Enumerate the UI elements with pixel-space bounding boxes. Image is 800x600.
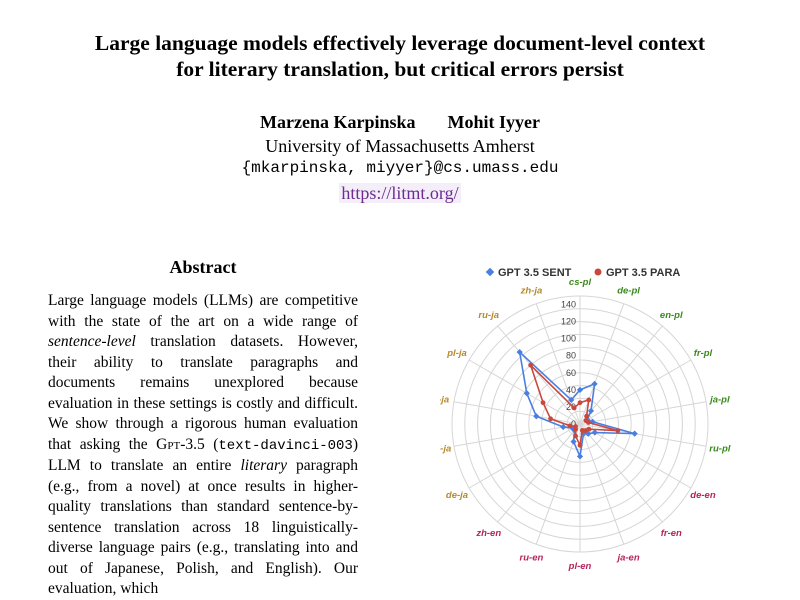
abstract-body: Large language models (LLMs) are competi… <box>48 291 358 600</box>
paper-title: Large language models effectively levera… <box>40 30 760 82</box>
grid-spoke <box>579 303 625 425</box>
abstract-text-1: Large language models (LLMs) are competi… <box>48 292 358 330</box>
abstract-gpt: Gpt <box>156 435 181 453</box>
grid-spoke <box>579 423 663 523</box>
abstract-heading: Abstract <box>169 257 237 277</box>
grid-spoke <box>579 359 692 425</box>
category-label: en-ja <box>440 444 451 455</box>
data-point <box>591 429 598 436</box>
project-url-link[interactable]: https://litmt.org/ <box>339 183 461 203</box>
data-point <box>516 348 523 356</box>
abstract-model-name: text-davinci-003 <box>218 437 353 454</box>
category-label: ja-en <box>615 552 639 563</box>
grid-spoke <box>497 423 581 523</box>
author-iyyer: Mohit Iyyer <box>447 112 540 132</box>
data-point <box>573 433 579 439</box>
data-point <box>587 407 595 415</box>
grid-spoke <box>579 423 692 489</box>
legend-marker <box>594 268 602 276</box>
data-point <box>584 413 589 419</box>
category-label: fr-pl <box>694 348 713 359</box>
category-label: pl-ja <box>446 348 467 359</box>
data-point <box>579 428 585 433</box>
data-point <box>576 453 584 460</box>
radial-tick-label: 0 <box>571 419 576 429</box>
grid-spoke <box>579 325 663 425</box>
data-point <box>577 442 583 448</box>
category-label: ru-ja <box>478 310 499 321</box>
data-point <box>586 397 592 403</box>
grid-spoke <box>468 423 581 489</box>
data-point <box>571 405 577 411</box>
grid-spoke <box>579 401 707 425</box>
category-label: zh-en <box>475 528 501 539</box>
category-label: de-ja <box>446 490 468 501</box>
data-point <box>528 362 534 368</box>
abstract-text-4: ) LLM to translate an entire <box>48 435 358 475</box>
data-point <box>615 428 621 434</box>
radial-tick-label: 80 <box>566 351 576 361</box>
category-label: de-en <box>690 490 716 501</box>
authors: Marzena Karpinska Mohit Iyyer <box>0 112 800 133</box>
grid-spoke <box>453 401 581 425</box>
abstract-emph-literary: literary <box>240 457 287 474</box>
grid-spoke <box>453 423 581 447</box>
category-label: de-pl <box>617 286 640 297</box>
data-point <box>586 420 591 425</box>
affiliation: University of Massachusetts Amherst <box>265 136 535 156</box>
grid-spoke <box>579 423 625 545</box>
radial-tick-label: 100 <box>561 334 576 344</box>
title-line-1: Large language models effectively levera… <box>94 31 706 55</box>
abstract-text-5: paragraph (e.g., from a novel) at once r… <box>48 457 358 597</box>
email: {mkarpinska, miyyer}@cs.umass.edu <box>241 159 559 177</box>
category-label: ru-en <box>520 552 544 563</box>
grid-spoke <box>579 423 707 447</box>
category-label: pl-en <box>568 561 592 572</box>
title-line-2: for literary translation, but critical e… <box>176 57 624 81</box>
radar-chart: 0 20 40 60 80 100 120 140 cs-pl de-pl en-pl fr-pl ja… <box>440 267 731 572</box>
category-label: cs-pl <box>569 277 592 288</box>
grid-spoke <box>535 303 581 425</box>
abstract-text-3: -3.5 ( <box>180 435 219 453</box>
category-label: fr-ja <box>440 394 449 405</box>
radial-tick-label: 140 <box>561 300 576 310</box>
radial-tick-label: 120 <box>561 317 576 327</box>
data-point <box>573 424 578 429</box>
category-label: ja-pl <box>708 394 730 405</box>
author-karpinska: Marzena Karpinska <box>260 112 416 132</box>
data-point <box>577 400 583 406</box>
data-point <box>631 430 638 437</box>
data-point <box>548 416 553 422</box>
legend-marker <box>485 267 495 277</box>
data-point <box>567 423 573 429</box>
radial-tick-label: 40 <box>566 385 576 395</box>
abstract-emph-sentence-level: sentence-level <box>48 333 136 350</box>
data-point <box>591 380 598 388</box>
grid-spoke <box>497 325 581 425</box>
category-label: en-pl <box>660 310 683 321</box>
radial-tick-label: 60 <box>566 368 576 378</box>
category-label: zh-ja <box>520 286 543 297</box>
grid-spoke <box>535 423 581 545</box>
abstract-text-2: translation datasets. However, their abi… <box>48 333 358 453</box>
project-url-line: https://litmt.org/ <box>0 183 800 204</box>
data-point <box>570 438 577 445</box>
grid-spoke <box>468 359 581 425</box>
category-label: fr-en <box>661 528 682 539</box>
legend-label: GPT 3.5 SENT <box>498 267 572 279</box>
data-point <box>540 400 546 406</box>
legend-label: GPT 3.5 PARA <box>606 267 680 279</box>
data-point <box>533 413 540 420</box>
category-label: ru-pl <box>709 444 730 455</box>
radial-tick-label: 20 <box>566 402 576 412</box>
